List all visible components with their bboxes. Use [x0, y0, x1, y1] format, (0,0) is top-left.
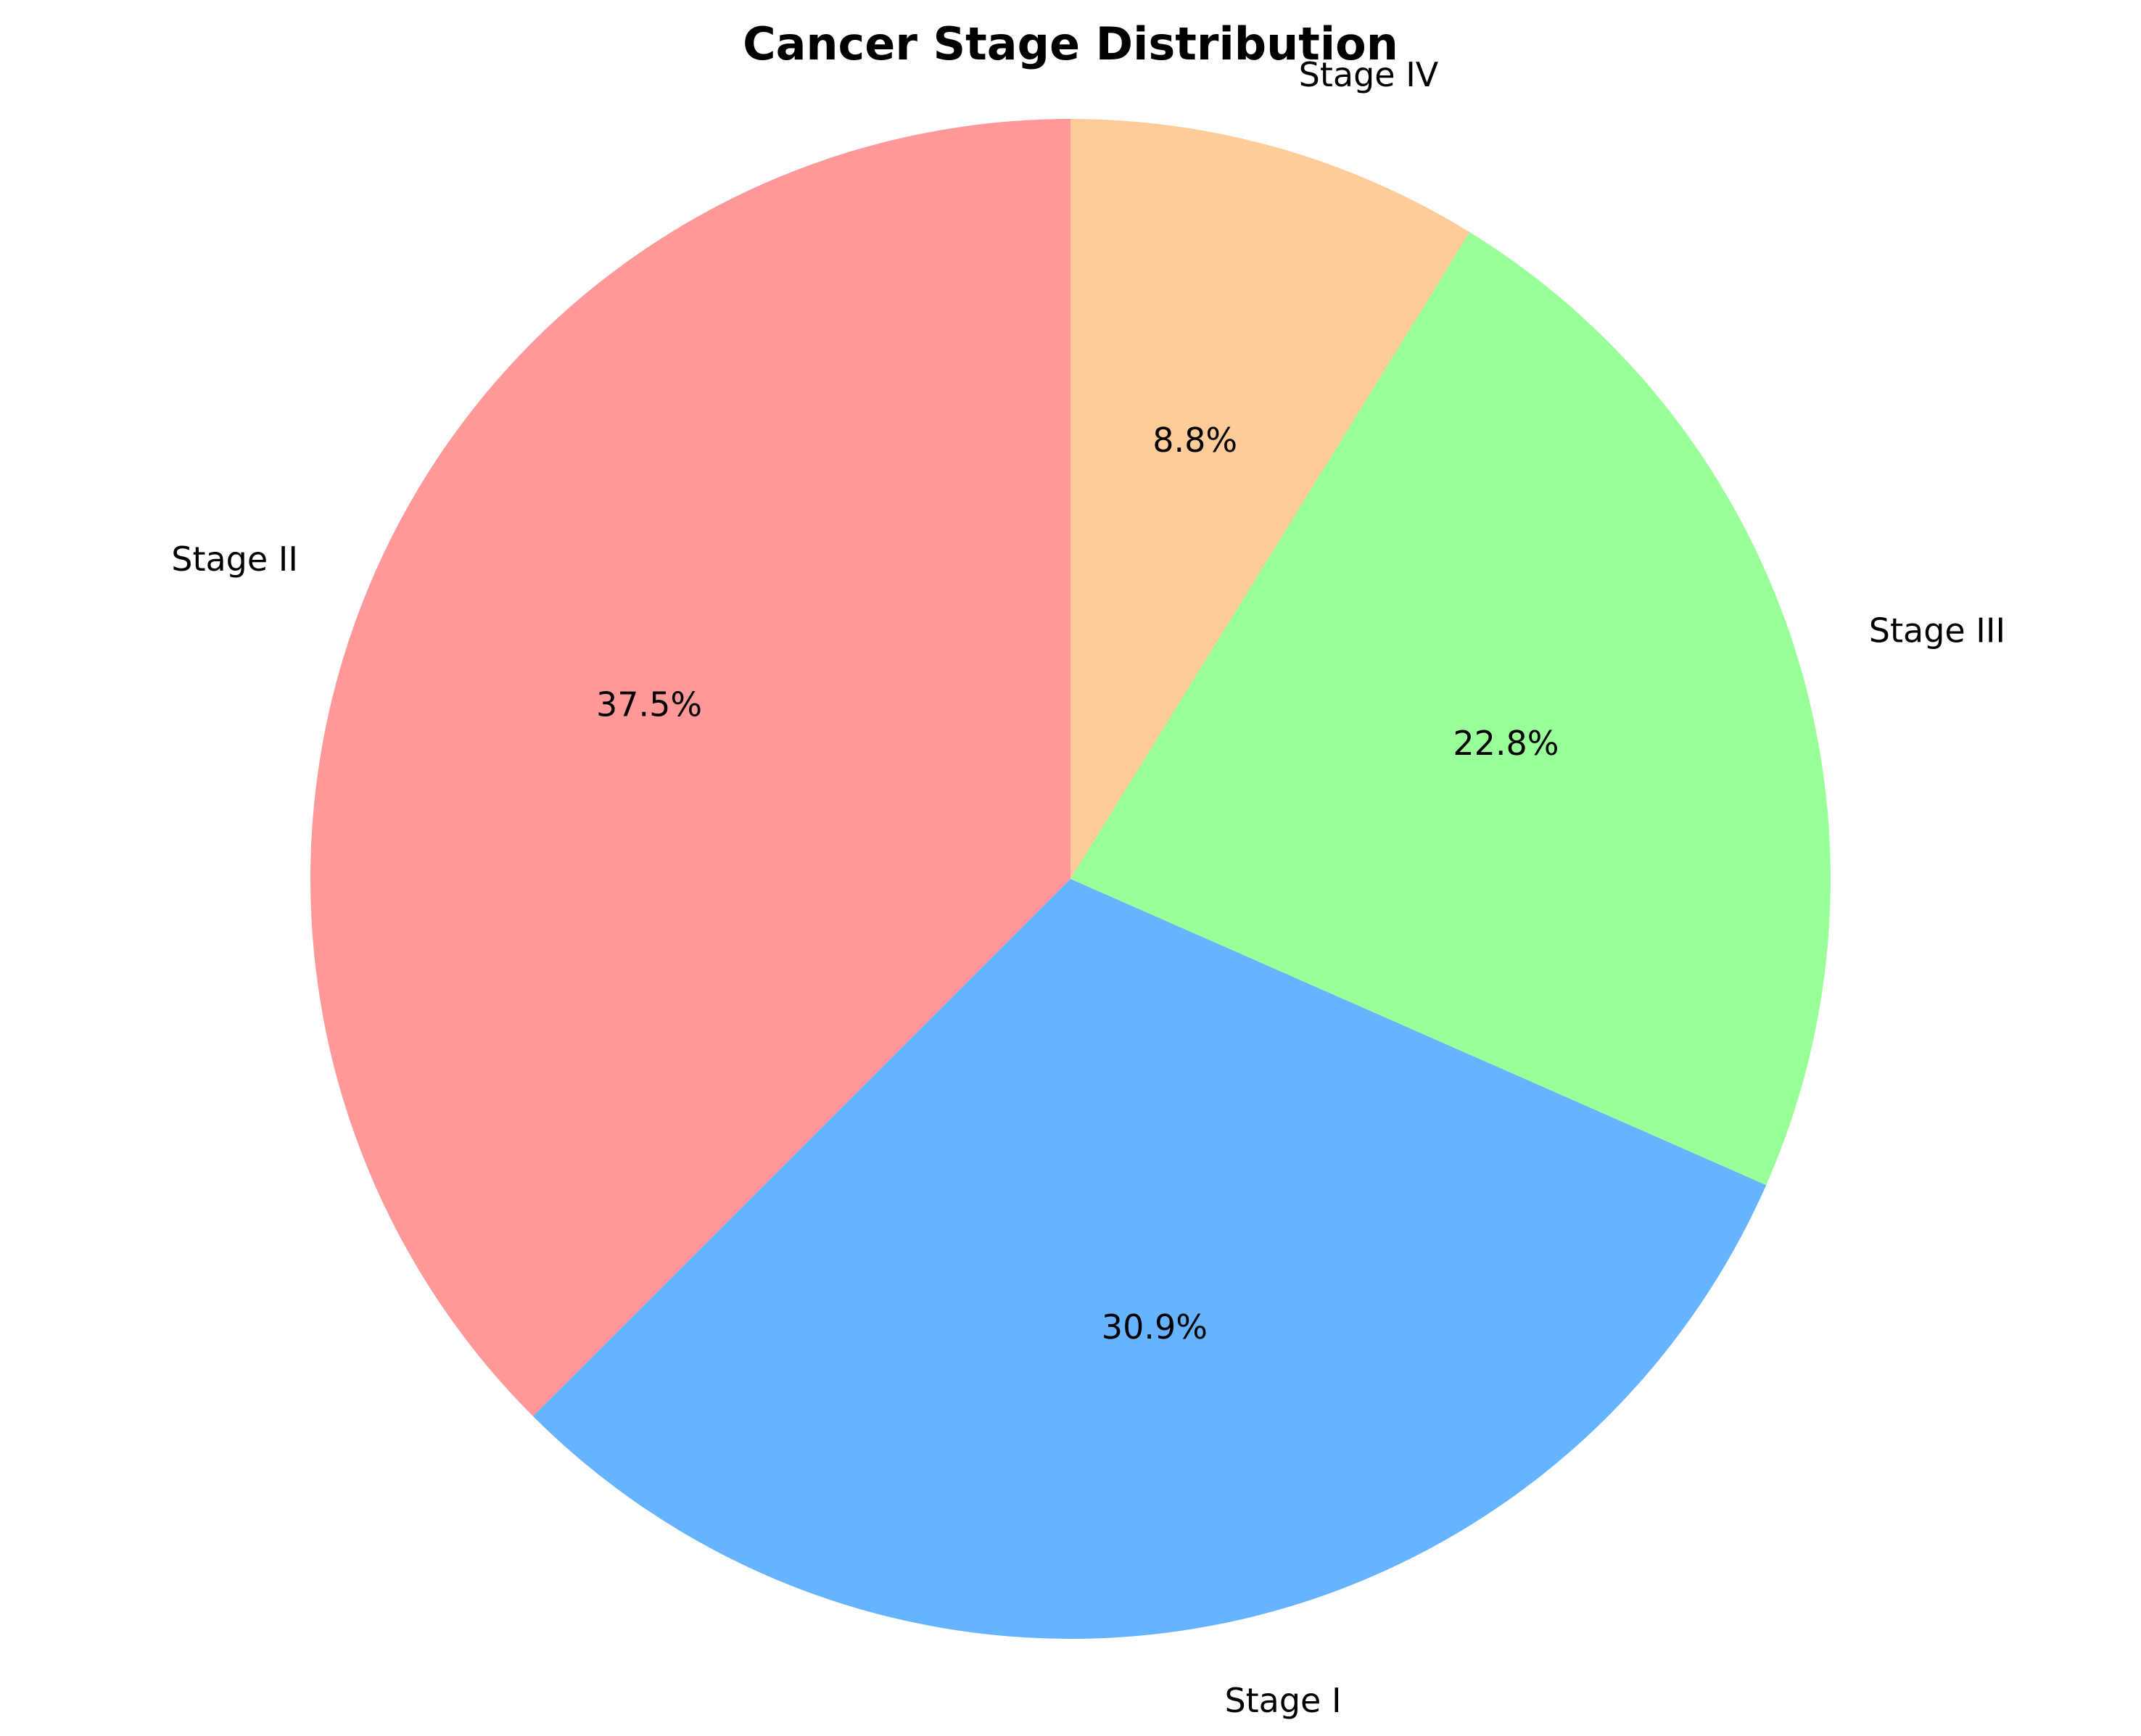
pct-label-stage-i: 30.9%	[1102, 1307, 1208, 1347]
pct-label-stage-iii: 22.8%	[1453, 724, 1559, 763]
pie-slice-stage-iv	[1070, 119, 1470, 879]
pie-slice-stage-ii	[310, 119, 1070, 1417]
category-label-stage-iv: Stage IV	[1299, 55, 1439, 94]
slices-layer	[310, 119, 1831, 1640]
chart-title: Cancer Stage Distribution	[743, 17, 1398, 70]
category-label-stage-iii: Stage III	[1869, 611, 2005, 650]
labels-layer: 37.5% Stage II 30.9% Stage I 22.8% Stage III 8…	[171, 55, 2005, 1720]
pie-slice-stage-iii	[1070, 232, 1831, 1186]
category-label-stage-i: Stage I	[1224, 1681, 1341, 1720]
category-label-stage-ii: Stage II	[171, 540, 298, 579]
pct-label-stage-ii: 37.5%	[596, 685, 702, 724]
pct-label-stage-iv: 8.8%	[1152, 421, 1237, 460]
pie-slice-stage-i	[532, 879, 1767, 1640]
